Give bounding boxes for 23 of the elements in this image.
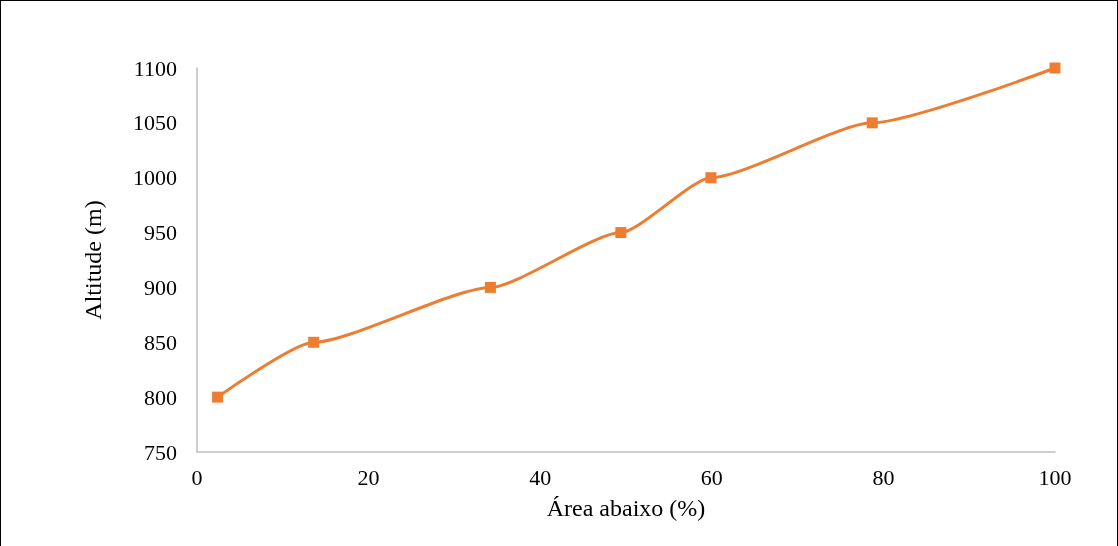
point — [705, 172, 717, 184]
point — [308, 336, 320, 348]
y-axis-title: Altitude (m) — [80, 200, 106, 320]
x-tick-label: 20 — [357, 464, 380, 490]
point — [1049, 62, 1061, 74]
point — [212, 391, 224, 403]
x-axis-title: Área abaixo (%) — [546, 495, 706, 521]
point — [866, 117, 878, 129]
y-tick-label: 850 — [144, 329, 177, 355]
y-tick-label: 1100 — [133, 55, 177, 81]
y-tick-label: 1050 — [133, 110, 177, 136]
x-tick-label: 100 — [1038, 464, 1072, 490]
x-tick-label: 80 — [872, 464, 895, 490]
point — [484, 281, 496, 293]
y-tick-label: 1000 — [133, 165, 177, 191]
y-tick-label: 950 — [144, 220, 177, 246]
x-tick-label: 0 — [191, 464, 203, 490]
y-tick-label: 750 — [144, 439, 177, 465]
x-tick-label: 60 — [700, 464, 723, 490]
y-tick-label: 900 — [144, 274, 177, 300]
x-tick-label: 40 — [529, 464, 552, 490]
point — [615, 227, 627, 239]
y-tick-label: 800 — [144, 384, 177, 410]
